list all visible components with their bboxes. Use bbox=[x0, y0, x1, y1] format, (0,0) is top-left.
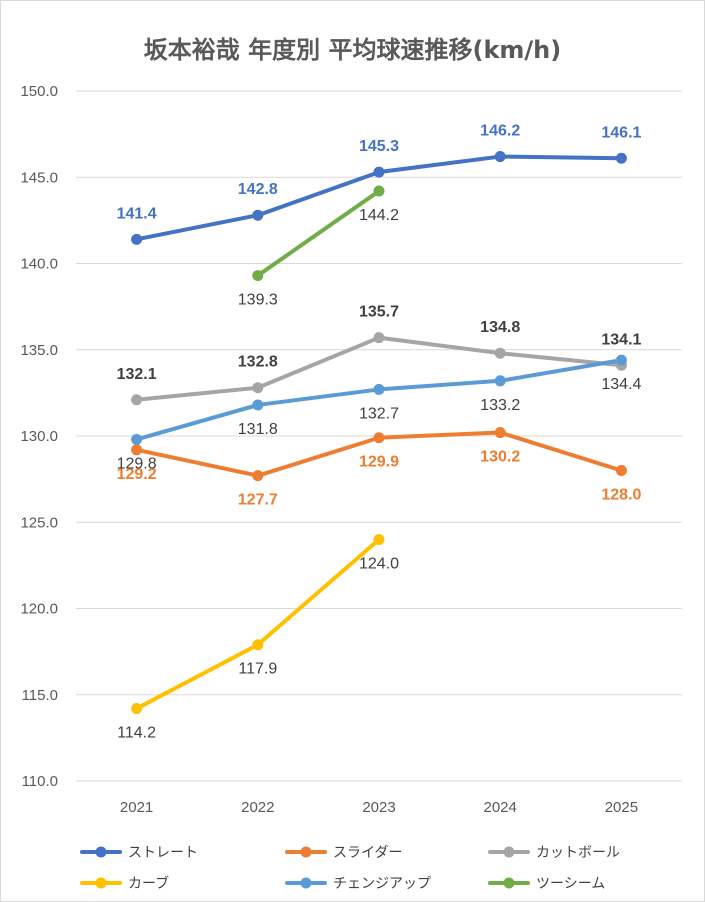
data-point bbox=[615, 465, 627, 476]
y-tick-label: 130.0 bbox=[20, 428, 58, 445]
data-label: 134.1 bbox=[601, 331, 641, 348]
series-line bbox=[134, 537, 381, 711]
data-label: 124.0 bbox=[359, 556, 399, 573]
data-label: 132.8 bbox=[238, 354, 278, 371]
y-tick-label: 150.0 bbox=[20, 83, 58, 100]
legend-swatch-marker bbox=[300, 846, 312, 858]
data-label: 131.8 bbox=[238, 421, 278, 438]
y-tick-label: 115.0 bbox=[22, 687, 58, 704]
data-label: 139.3 bbox=[238, 292, 278, 309]
data-point bbox=[373, 166, 385, 178]
data-point bbox=[252, 209, 264, 221]
legend-label: カットボール bbox=[536, 845, 620, 861]
data-label: 129.2 bbox=[117, 466, 157, 483]
x-tick-label: 2022 bbox=[241, 799, 274, 816]
data-point bbox=[615, 152, 627, 164]
data-point bbox=[615, 354, 627, 366]
data-label: 133.2 bbox=[480, 397, 520, 414]
data-point bbox=[373, 534, 385, 545]
data-point bbox=[131, 233, 143, 245]
data-point bbox=[252, 470, 264, 482]
legend-swatch-marker bbox=[503, 846, 515, 858]
legend-swatch-marker bbox=[503, 877, 515, 889]
x-tick-label: 2024 bbox=[484, 799, 517, 816]
legend-swatch-marker bbox=[95, 877, 107, 889]
data-label: 134.4 bbox=[601, 376, 641, 393]
x-tick-label: 2023 bbox=[362, 799, 395, 816]
legend-swatch-marker bbox=[300, 877, 312, 889]
legend-label: ストレート bbox=[128, 845, 198, 861]
series-line bbox=[134, 358, 624, 442]
legend-swatch-marker bbox=[95, 846, 107, 858]
data-label: 142.8 bbox=[238, 181, 278, 198]
chart-title: 坂本裕哉 年度別 平均球速推移(km/h) bbox=[143, 36, 562, 64]
data-point bbox=[494, 427, 506, 439]
data-point bbox=[252, 270, 264, 282]
series-line bbox=[255, 189, 381, 278]
y-tick-label: 120.0 bbox=[20, 601, 58, 618]
data-label: 127.7 bbox=[238, 492, 278, 509]
data-label: 130.2 bbox=[480, 449, 520, 466]
data-point bbox=[373, 432, 385, 444]
data-label: 144.2 bbox=[359, 207, 399, 224]
y-tick-label: 135.0 bbox=[20, 342, 58, 359]
x-tick-label: 2021 bbox=[120, 799, 153, 816]
x-tick-label: 2025 bbox=[605, 799, 638, 816]
data-label: 146.1 bbox=[601, 124, 641, 141]
data-label: 141.4 bbox=[117, 205, 157, 222]
data-point bbox=[131, 703, 143, 715]
data-point bbox=[252, 639, 264, 651]
data-label: 132.1 bbox=[117, 366, 157, 383]
data-label: 145.3 bbox=[359, 138, 399, 155]
data-label: 132.7 bbox=[359, 405, 399, 422]
data-label: 134.8 bbox=[480, 319, 520, 336]
data-point bbox=[252, 382, 264, 394]
data-label: 114.2 bbox=[117, 725, 156, 742]
y-tick-label: 125.0 bbox=[20, 514, 58, 531]
legend-label: カーブ bbox=[128, 875, 169, 892]
data-point bbox=[131, 433, 143, 445]
data-point bbox=[252, 399, 264, 411]
data-label: 135.7 bbox=[359, 304, 399, 321]
data-label: 128.0 bbox=[601, 487, 641, 504]
data-point bbox=[494, 375, 506, 387]
data-point bbox=[494, 347, 506, 359]
data-label: 146.2 bbox=[480, 123, 520, 140]
data-point bbox=[494, 151, 506, 163]
data-point bbox=[373, 332, 385, 344]
data-point bbox=[373, 383, 385, 395]
y-tick-label: 140.0 bbox=[20, 256, 58, 273]
y-tick-label: 110.0 bbox=[22, 773, 58, 790]
data-point bbox=[131, 444, 143, 456]
data-point bbox=[373, 185, 385, 197]
data-point bbox=[131, 394, 143, 406]
legend-label: スライダー bbox=[333, 845, 402, 861]
data-label: 129.9 bbox=[359, 454, 399, 471]
data-label: 129.8 bbox=[117, 455, 157, 472]
y-tick-label: 145.0 bbox=[20, 169, 58, 186]
data-label: 117.9 bbox=[238, 661, 277, 678]
legend-label: ツーシーム bbox=[536, 876, 605, 892]
legend-label: チェンジアップ bbox=[333, 876, 431, 892]
